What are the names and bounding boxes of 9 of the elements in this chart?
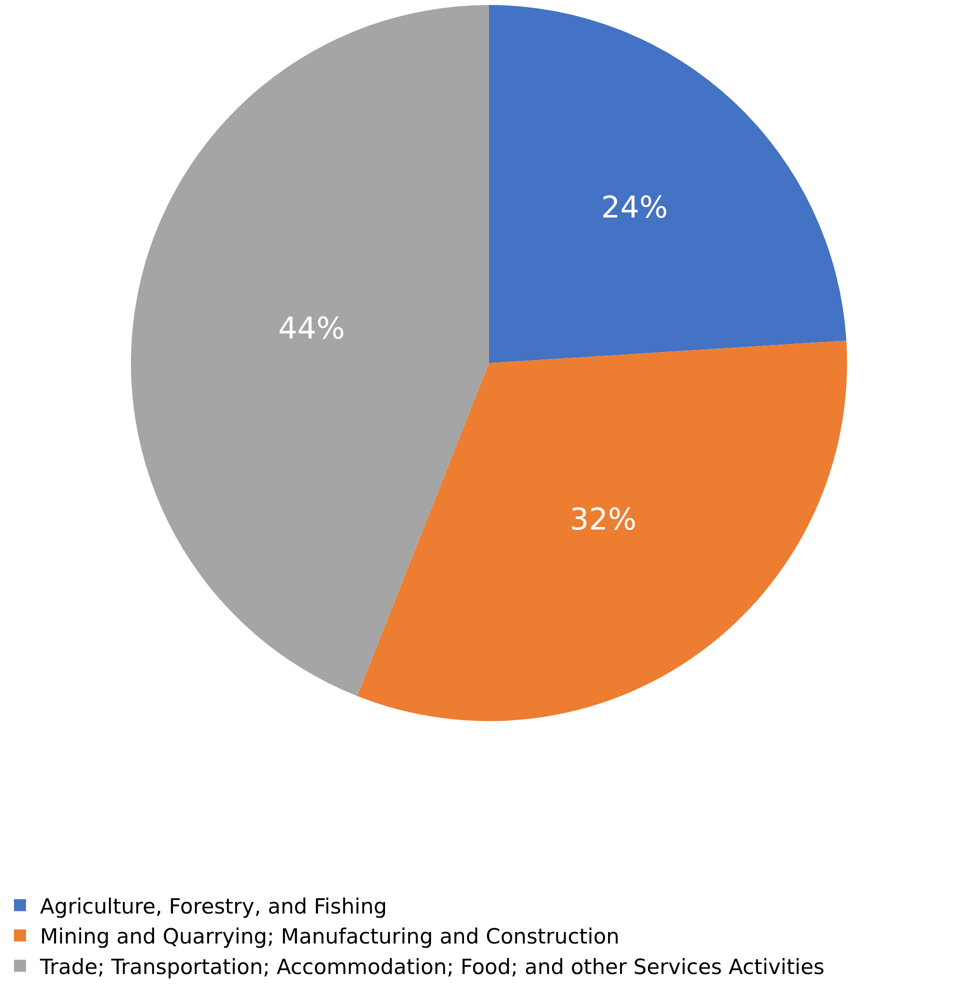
- legend-label: Agriculture, Forestry, and Fishing: [40, 894, 387, 918]
- data-label: 32%: [570, 502, 636, 538]
- pie-slice: [357, 340, 846, 722]
- pie-slice: [132, 5, 489, 696]
- data-label: 24%: [601, 190, 668, 226]
- legend-label: Mining and Quarrying; Manufacturing and Construction: [40, 924, 620, 949]
- data-label: 44%: [278, 312, 345, 347]
- pie-slice: [489, 5, 846, 364]
- legend-label: Trade; Transportation; Accommodation; Food; and other Services Activities: [39, 954, 824, 979]
